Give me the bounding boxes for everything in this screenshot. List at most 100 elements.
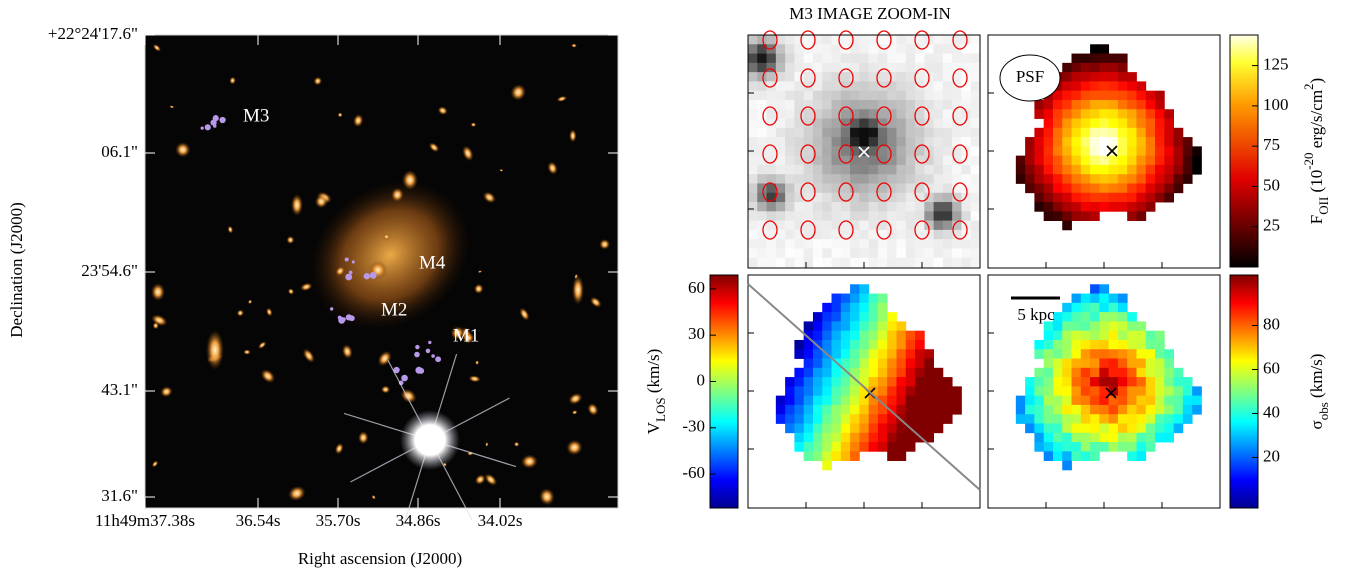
map-pixel [1034, 202, 1045, 212]
region-label: M1 [453, 325, 479, 346]
map-pixel [1080, 367, 1091, 378]
map-pixel [1108, 72, 1119, 82]
map-pixel [794, 118, 805, 129]
map-pixel [868, 62, 879, 73]
map-pixel [1117, 72, 1128, 82]
map-pixel [785, 164, 795, 175]
map-pixel [1043, 99, 1054, 110]
map-pixel [877, 386, 888, 397]
map-pixel [1145, 339, 1156, 350]
map-pixel [915, 183, 925, 194]
map-pixel [1062, 146, 1072, 157]
map-pixel [775, 239, 786, 249]
map-pixel [1034, 349, 1045, 359]
map-pixel [1136, 211, 1147, 221]
map-pixel [1099, 72, 1110, 82]
map-pixel [757, 192, 767, 203]
galaxy [286, 235, 295, 245]
map-pixel [952, 44, 962, 54]
map-pixel [915, 62, 925, 73]
galaxy [291, 194, 303, 216]
map-pixel [868, 349, 879, 359]
map-pixel [1099, 414, 1110, 424]
map-pixel [933, 62, 944, 73]
map-pixel [831, 423, 842, 434]
map-pixel [859, 220, 870, 231]
map-pixel [812, 386, 823, 397]
map-pixel [785, 423, 795, 434]
fiber-footprint [952, 144, 968, 164]
map-pixel [766, 248, 777, 259]
map-pixel [877, 377, 888, 387]
map-pixel [1071, 432, 1082, 443]
map-pixel [1071, 414, 1082, 424]
map-pixel [812, 239, 823, 249]
map-pixel [1071, 321, 1082, 332]
map-pixel [1108, 192, 1119, 203]
map-pixel [1117, 192, 1128, 203]
map-pixel [840, 358, 851, 369]
map-pixel [887, 386, 897, 397]
map-pixel [785, 127, 795, 138]
arc-knot [351, 260, 355, 264]
map-pixel [794, 109, 805, 119]
map-pixel [822, 174, 832, 184]
map-pixel [1062, 302, 1072, 313]
map-pixel [952, 404, 962, 415]
map-pixel [859, 312, 870, 322]
map-pixel [970, 164, 981, 175]
map-pixel [757, 164, 767, 175]
map-pixel [961, 137, 972, 147]
map-pixel [859, 118, 870, 129]
map-pixel [822, 339, 832, 350]
map-pixel [812, 248, 823, 259]
map-pixel [822, 99, 832, 110]
center-marker [1106, 145, 1118, 157]
map-pixel [748, 202, 758, 212]
map-pixel [868, 312, 879, 322]
fiber-footprint [914, 182, 930, 202]
map-pixel [915, 229, 925, 240]
map-pixel [1127, 183, 1137, 194]
map-pixel [859, 155, 870, 166]
map-pixel [1034, 192, 1045, 203]
map-pixel [1071, 99, 1082, 110]
map-pixel [942, 72, 953, 82]
map-pixel [803, 99, 814, 110]
map-pixel [1062, 312, 1072, 322]
map-pixel [1145, 99, 1156, 110]
map-pixel [1025, 146, 1035, 157]
map-pixel [877, 62, 888, 73]
map-pixel [1062, 72, 1072, 82]
map-pixel [1164, 395, 1174, 406]
map-pixel [859, 284, 870, 294]
map-pixel [812, 321, 823, 332]
map-pixel [766, 183, 777, 194]
galaxy [334, 442, 344, 455]
map-pixel [1136, 99, 1147, 110]
map-pixel [1090, 377, 1100, 387]
map-pixel [850, 202, 860, 212]
center-marker [858, 146, 870, 158]
map-pixel [1117, 109, 1128, 119]
scale-label: 5 kpc [1017, 305, 1055, 324]
map-pixel [794, 220, 805, 231]
map-pixel [970, 220, 981, 231]
map-pixel [924, 81, 934, 92]
map-pixel [933, 404, 944, 415]
map-pixel [831, 90, 842, 101]
map-pixel [905, 164, 916, 175]
map-pixel [850, 220, 860, 231]
map-pixel [1071, 377, 1082, 387]
map-pixel [1136, 146, 1147, 157]
map-pixel [785, 248, 795, 259]
map-pixel [915, 90, 925, 101]
map-pixel [924, 99, 934, 110]
map-pixel [970, 155, 981, 166]
map-pixel [1052, 312, 1063, 322]
map-pixel [812, 62, 823, 73]
map-pixel [1062, 174, 1072, 184]
label-part: F [1307, 215, 1326, 224]
fiber-footprint [762, 30, 778, 50]
map-pixel [748, 257, 758, 268]
